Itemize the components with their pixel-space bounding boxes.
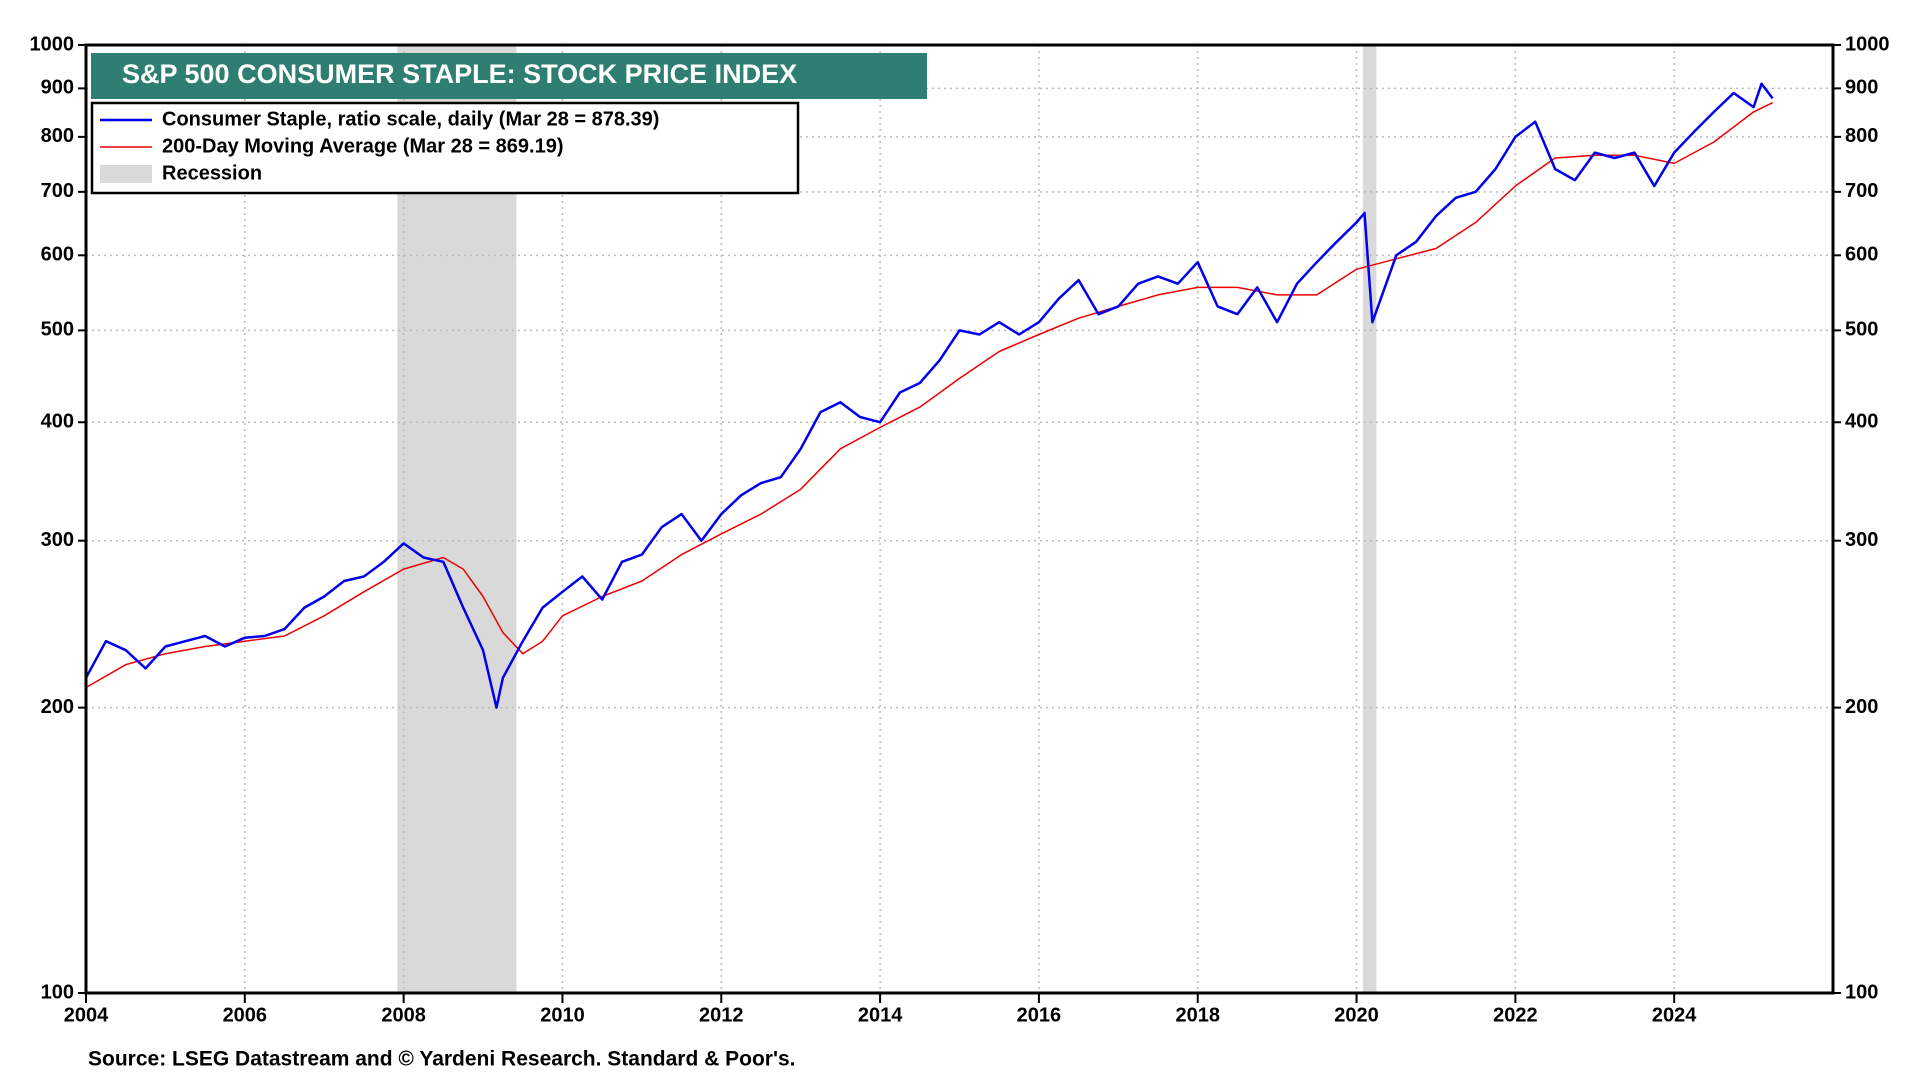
- y-tick-label: 600: [1845, 244, 1878, 266]
- y-tick-label: 700: [1845, 180, 1878, 202]
- x-tick-label: 2020: [1334, 1004, 1379, 1026]
- x-tick-label: 2018: [1175, 1004, 1220, 1026]
- chart-title: S&P 500 CONSUMER STAPLE: STOCK PRICE IND…: [122, 59, 797, 89]
- recession-band: [1362, 45, 1377, 993]
- x-tick-label: 2006: [223, 1004, 268, 1026]
- source-note: Source: LSEG Datastream and © Yardeni Re…: [88, 1048, 795, 1071]
- y-tick-label: 700: [41, 180, 74, 202]
- y-tick-label: 300: [41, 529, 74, 551]
- y-tick-label: 900: [41, 77, 74, 99]
- y-tick-label: 800: [1845, 125, 1878, 147]
- y-tick-label: 400: [1845, 411, 1878, 433]
- y-tick-label: 900: [1845, 77, 1878, 99]
- legend-box: [90, 101, 800, 195]
- legend-label: Recession: [162, 162, 262, 184]
- x-tick-label: 2010: [540, 1004, 585, 1026]
- y-tick-label: 200: [41, 696, 74, 718]
- x-tick-label: 2022: [1493, 1004, 1538, 1026]
- y-tick-label: 800: [41, 125, 74, 147]
- legend-label: Consumer Staple, ratio scale, daily (Mar…: [162, 108, 659, 130]
- y-tick-label: 600: [41, 244, 74, 266]
- y-tick-label: 100: [1845, 981, 1878, 1003]
- x-tick-label: 2008: [381, 1004, 426, 1026]
- y-tick-label: 300: [1845, 529, 1878, 551]
- y-tick-label: 1000: [1845, 33, 1890, 55]
- legend-label: 200-Day Moving Average (Mar 28 = 869.19): [162, 135, 563, 157]
- title-box: [91, 53, 927, 99]
- series-line: [84, 82, 1774, 709]
- y-tick-label: 1000: [30, 33, 75, 55]
- recession-band: [397, 45, 517, 993]
- x-tick-label: 2024: [1652, 1004, 1697, 1026]
- x-tick-label: 2004: [64, 1004, 109, 1026]
- y-tick-label: 400: [41, 411, 74, 433]
- y-tick-label: 100: [41, 981, 74, 1003]
- x-tick-label: 2016: [1017, 1004, 1062, 1026]
- x-tick-label: 2012: [699, 1004, 744, 1026]
- legend-swatch: [100, 165, 152, 183]
- y-tick-label: 500: [1845, 319, 1878, 341]
- x-tick-label: 2014: [858, 1004, 903, 1026]
- series-line: [85, 102, 1773, 689]
- plot-frame: [84, 43, 1835, 995]
- y-tick-label: 500: [41, 319, 74, 341]
- y-tick-label: 200: [1845, 696, 1878, 718]
